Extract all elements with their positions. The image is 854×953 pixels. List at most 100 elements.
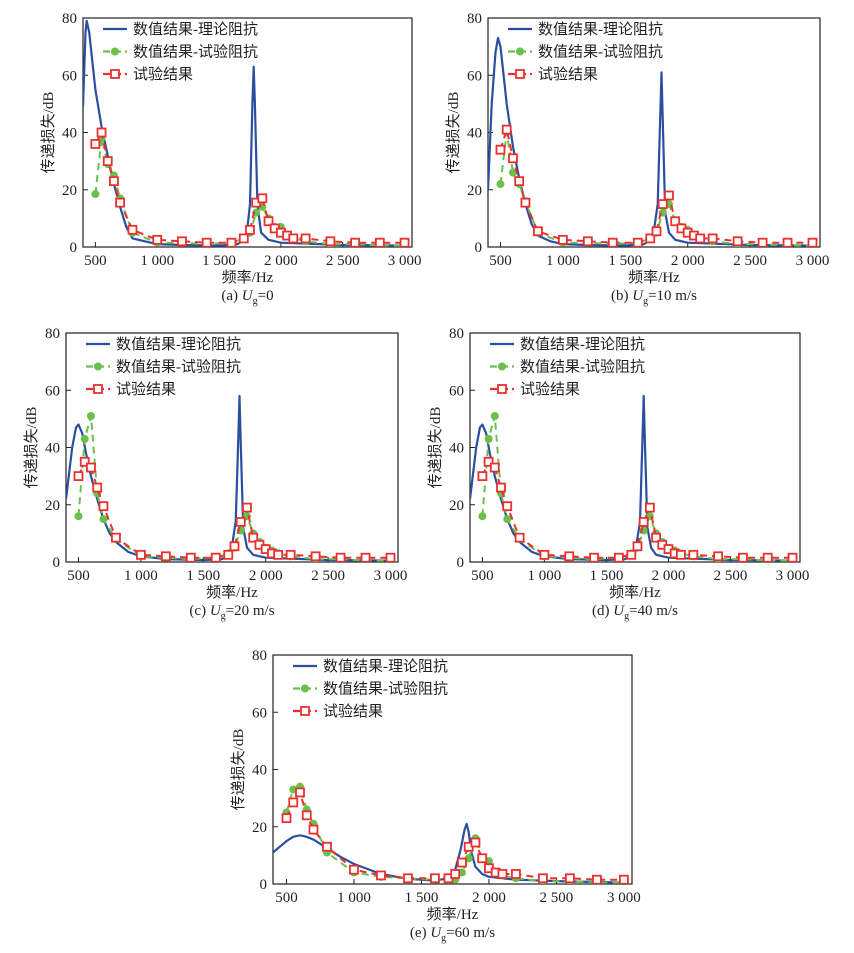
data-point-square <box>688 549 699 560</box>
x-tick-label: 2 500 <box>326 253 360 269</box>
data-point-square <box>385 552 396 562</box>
legend-label: 试验结果 <box>323 703 383 720</box>
legend-marker-circle <box>111 47 119 56</box>
data-point-circle <box>490 412 499 421</box>
legend-label: 数值结果-试验阻抗 <box>116 359 241 376</box>
data-point-square <box>90 139 101 149</box>
y-tick-label: 60 <box>62 68 77 84</box>
data-point-square <box>619 874 629 884</box>
data-point-square <box>732 236 743 247</box>
caption-var: U <box>242 288 254 304</box>
x-tick-label: 2 000 <box>472 890 506 906</box>
y-tick-label: 40 <box>449 441 464 457</box>
data-point-square <box>263 216 274 227</box>
panel-b: 0 20 40 60 80 500 1 000 1 500 2 000 2 500 3 000 频率/… <box>445 11 829 307</box>
data-point-square <box>310 551 321 562</box>
y-tick-label: 40 <box>62 126 77 142</box>
plot-area <box>488 36 818 247</box>
data-point-square <box>281 813 292 824</box>
data-point-square <box>111 532 121 543</box>
plot-area <box>470 394 798 562</box>
x-tick-label: 2 000 <box>264 253 298 269</box>
x-tick-label: 500 <box>275 890 298 906</box>
data-point-square <box>582 236 593 247</box>
data-point-square <box>325 236 336 247</box>
legend-marker-square <box>110 69 120 79</box>
panel-d: 0 20 40 60 80 500 1 000 1 500 2 000 2 500 3 000 频率/… <box>427 326 809 622</box>
data-point-square <box>676 549 686 560</box>
data-point-square <box>592 874 602 884</box>
data-point-square <box>470 837 481 848</box>
y-tick-label: 60 <box>45 383 60 399</box>
data-point-circle <box>503 515 512 524</box>
legend-marker-circle <box>498 362 506 371</box>
data-point-square <box>508 153 518 164</box>
series-line-0 <box>273 822 624 884</box>
x-axis-label: 频率/Hz <box>628 269 680 286</box>
y-axis-label: 传递损失/dB <box>230 729 247 811</box>
y-tick-label: 60 <box>449 383 464 399</box>
legend-marker-square <box>93 384 103 394</box>
data-point-square <box>657 199 668 209</box>
data-point-square <box>632 237 643 247</box>
data-point-square <box>152 234 163 245</box>
data-point-square <box>807 237 818 247</box>
data-point-square <box>322 841 332 852</box>
legend-label: 数值结果-理论阻抗 <box>520 336 645 353</box>
y-tick-label: 80 <box>252 648 267 664</box>
data-point-square <box>242 502 252 513</box>
data-point-circle <box>74 512 83 521</box>
data-point-square <box>160 551 171 562</box>
data-point-square <box>713 551 724 562</box>
legend-label: 试验结果 <box>538 66 598 83</box>
data-point-square <box>651 532 661 543</box>
x-tick-label: 2 500 <box>714 568 748 584</box>
data-point-square <box>557 234 568 245</box>
caption-suffix: =20 m/s <box>226 603 275 619</box>
data-point-square <box>301 810 312 821</box>
legend-marker-circle <box>94 362 102 371</box>
legend-label: 数值结果-理论阻抗 <box>133 21 258 38</box>
data-point-square <box>210 552 221 562</box>
x-tick-label: 2 500 <box>540 890 574 906</box>
data-point-square <box>457 857 467 868</box>
caption-prefix: (b) <box>611 288 632 304</box>
data-point-square <box>235 517 246 527</box>
caption-sub: g <box>221 611 226 622</box>
y-tick-label: 20 <box>62 183 77 199</box>
panel-e: 0 20 40 60 80 500 1 000 1 500 2 000 2 500 3 000 频率/… <box>230 648 641 944</box>
data-point-square <box>430 873 440 884</box>
caption-sub: g <box>441 933 446 944</box>
legend-label: 试验结果 <box>520 381 580 398</box>
caption-sub: g <box>253 296 258 307</box>
data-point-square <box>285 549 296 560</box>
data-point-square <box>350 237 361 247</box>
data-point-square <box>626 549 637 560</box>
caption-var: U <box>613 603 625 619</box>
data-point-square <box>644 502 655 513</box>
data-point-square <box>477 471 488 482</box>
x-axis-label: 频率/Hz <box>206 584 258 601</box>
data-point-square <box>288 233 299 244</box>
x-tick-label: 2 500 <box>733 253 767 269</box>
x-tick-label: 1 500 <box>590 568 624 584</box>
x-tick-label: 3 000 <box>796 253 830 269</box>
legend-label: 数值结果-试验阻抗 <box>520 359 645 376</box>
data-point-square <box>98 501 109 512</box>
y-tick-label: 0 <box>53 555 61 571</box>
data-point-square <box>92 482 103 493</box>
caption-prefix: (a) <box>221 288 241 304</box>
y-tick-label: 40 <box>467 126 482 142</box>
x-tick-label: 1 000 <box>124 568 158 584</box>
caption-suffix: =40 m/s <box>629 603 678 619</box>
data-point-square <box>115 197 126 208</box>
series-line-2 <box>499 128 813 244</box>
caption-suffix: =10 m/s <box>648 288 697 304</box>
data-point-square <box>73 471 84 482</box>
data-point-square <box>245 224 255 235</box>
data-point-square <box>257 193 268 204</box>
x-tick-label: 1 500 <box>202 253 236 269</box>
data-point-square <box>495 144 506 155</box>
